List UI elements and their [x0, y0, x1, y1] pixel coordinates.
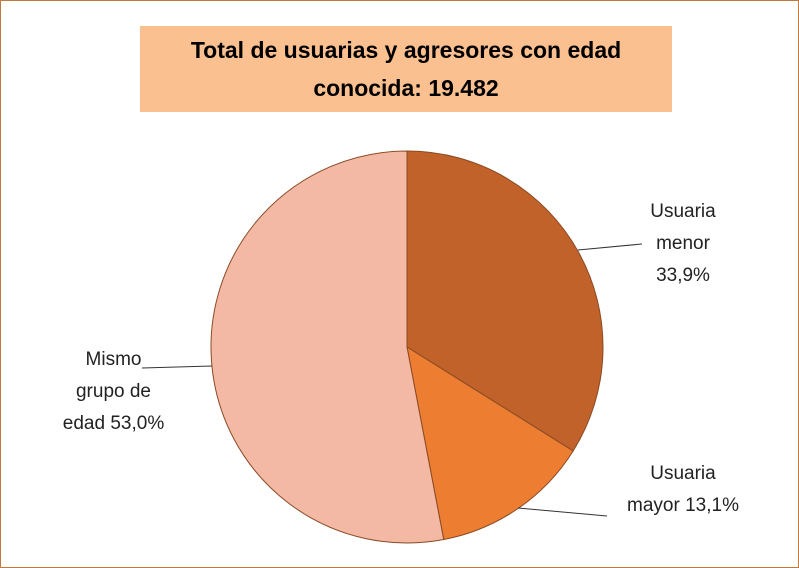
data-label: Mismo grupo de edad 53,0% [60, 344, 167, 440]
label-value: 13,1% [685, 495, 739, 516]
chart-title: Total de usuarias y agresores con edad c… [140, 26, 672, 112]
leader-line [141, 365, 213, 369]
label-value: 33,9% [656, 265, 710, 286]
leader-line [517, 507, 608, 517]
label-category: Usuaria mayor [627, 463, 716, 516]
pie-slice [406, 150, 604, 452]
label-category: Usuaria menor [650, 201, 716, 254]
label-category: Mismo grupo de edad [62, 349, 151, 434]
data-label: Usuaria menor 33,9% [633, 196, 733, 292]
leader-line [577, 243, 643, 251]
data-label: Usuaria mayor 13,1% [624, 458, 742, 522]
pie-slice [406, 345, 574, 541]
label-value: 53,0% [110, 413, 165, 434]
pie-slice [210, 150, 445, 544]
